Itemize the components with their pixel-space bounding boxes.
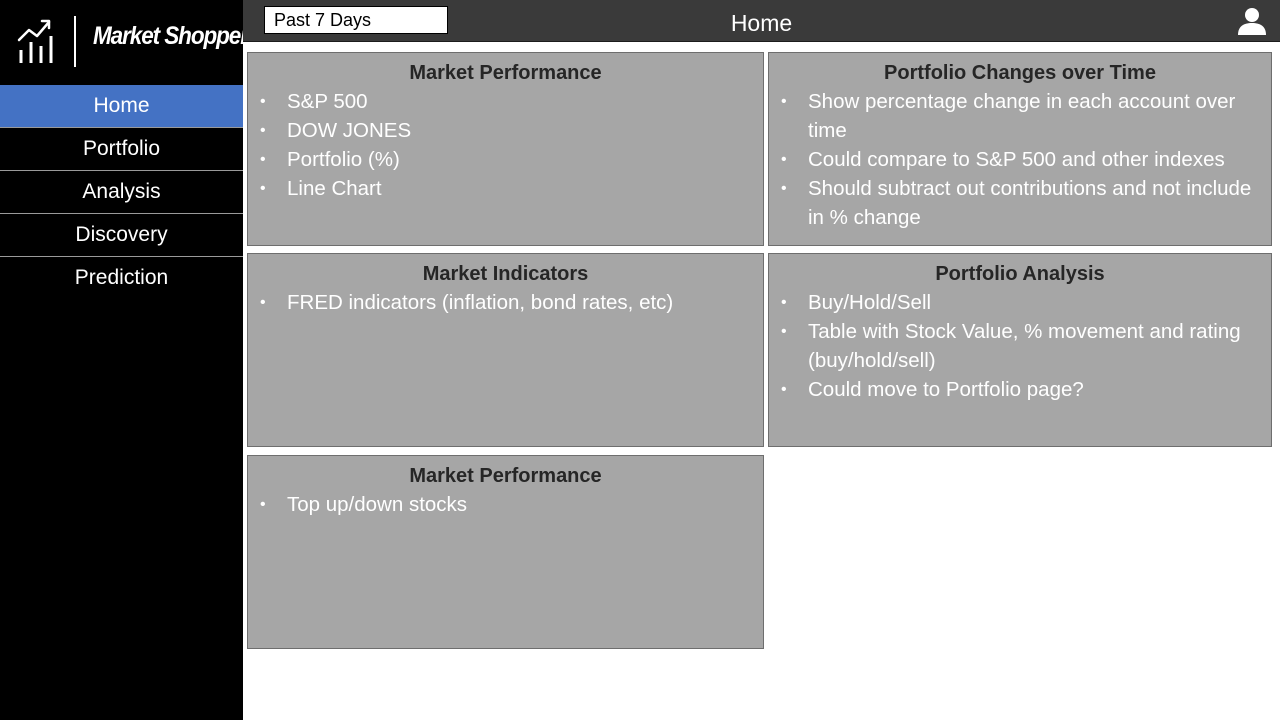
- logo-divider: [74, 16, 76, 67]
- user-icon[interactable]: [1237, 6, 1267, 36]
- list-item: FRED indicators (inflation, bond rates, …: [248, 288, 763, 317]
- list-item: S&P 500: [248, 87, 763, 116]
- sidebar-item-prediction[interactable]: Prediction: [74, 266, 169, 289]
- card-top-movers: Market Performance Top up/down stocks: [247, 455, 764, 649]
- card-market-indicators: Market Indicators FRED indicators (infla…: [247, 253, 764, 447]
- card-portfolio-changes: Portfolio Changes over Time Show percent…: [768, 52, 1272, 246]
- card-list: Top up/down stocks: [248, 490, 763, 519]
- sidebar-item-portfolio[interactable]: Portfolio: [0, 128, 243, 171]
- card-title: Portfolio Analysis: [935, 263, 1105, 285]
- card-portfolio-analysis: Portfolio Analysis Buy/Hold/Sell Table w…: [768, 253, 1272, 447]
- card-list: S&P 500 DOW JONES Portfolio (%) Line Cha…: [248, 87, 763, 203]
- list-item: Could compare to S&P 500 and other index…: [769, 145, 1271, 174]
- list-item: Show percentage change in each account o…: [769, 87, 1271, 145]
- sidebar-item-analysis[interactable]: Analysis: [0, 171, 243, 214]
- sidebar-item-home[interactable]: Home: [0, 85, 243, 128]
- brand-name: Market Shopper: [93, 22, 249, 50]
- card-title: Portfolio Changes over Time: [884, 62, 1156, 84]
- sidebar: Market Shopper Home Portfolio Analysis D…: [0, 0, 249, 720]
- card-list: Buy/Hold/Sell Table with Stock Value, % …: [769, 288, 1271, 404]
- list-item: Line Chart: [248, 174, 763, 203]
- sidebar-item-discovery[interactable]: Discovery: [0, 214, 243, 257]
- card-title: Market Performance: [409, 465, 602, 487]
- card-title: Market Performance: [409, 62, 602, 84]
- card-title: Market Indicators: [422, 263, 589, 285]
- list-item: DOW JONES: [248, 116, 763, 145]
- list-item: Could move to Portfolio page?: [769, 375, 1271, 404]
- brand-logo[interactable]: Market Shopper: [0, 0, 249, 84]
- card-list: Show percentage change in each account o…: [769, 87, 1271, 232]
- top-bar: Home Past 7 Days: [243, 0, 1280, 42]
- list-item: Table with Stock Value, % movement and r…: [769, 317, 1271, 375]
- chart-growth-icon: [17, 19, 53, 63]
- list-item: Portfolio (%): [248, 145, 763, 174]
- date-range-select[interactable]: Past 7 Days: [264, 6, 448, 34]
- sidebar-nav: Home Portfolio Analysis Discovery Predic…: [0, 85, 243, 299]
- list-item: Top up/down stocks: [248, 490, 763, 519]
- list-item: Should subtract out contributions and no…: [769, 174, 1271, 232]
- list-item: Buy/Hold/Sell: [769, 288, 1271, 317]
- card-market-performance: Market Performance S&P 500 DOW JONES Por…: [247, 52, 764, 246]
- card-list: FRED indicators (inflation, bond rates, …: [248, 288, 763, 317]
